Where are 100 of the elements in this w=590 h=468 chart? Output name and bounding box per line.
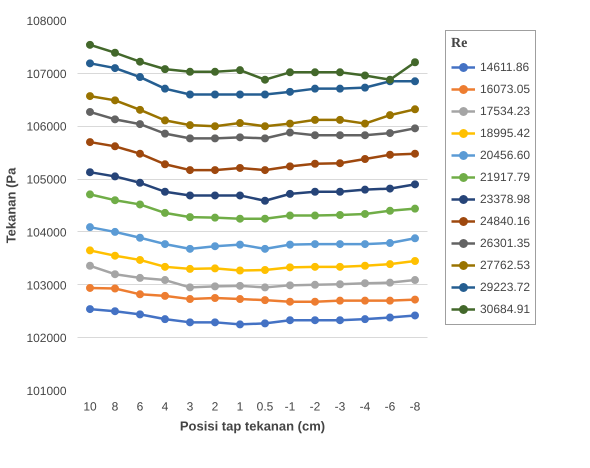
point (336, 262, 344, 271)
point (361, 315, 369, 324)
point (236, 240, 244, 249)
point (336, 131, 344, 140)
point (86, 305, 94, 314)
point (186, 295, 194, 304)
x-tick-label: 2 (212, 400, 219, 414)
point (161, 276, 169, 284)
point (311, 316, 319, 324)
point (311, 68, 319, 76)
point (386, 206, 394, 215)
legend-label: 29223.72 (480, 280, 530, 294)
point (411, 234, 419, 242)
point (86, 108, 94, 116)
point (161, 65, 169, 74)
point (361, 240, 369, 248)
point (236, 266, 244, 275)
point (86, 138, 94, 146)
point (411, 204, 419, 213)
point (161, 116, 169, 124)
point (336, 68, 344, 76)
point (211, 122, 219, 130)
point (211, 214, 219, 222)
point (236, 66, 244, 74)
point (286, 240, 294, 249)
point (186, 68, 194, 76)
point (211, 68, 219, 76)
point (361, 186, 369, 194)
point (336, 280, 344, 288)
point (186, 166, 194, 174)
point (161, 208, 169, 217)
point (236, 90, 244, 98)
point (136, 58, 144, 66)
point (261, 76, 269, 84)
point (136, 234, 144, 242)
point (311, 298, 319, 306)
point (286, 128, 294, 137)
point (211, 90, 219, 98)
point (161, 130, 169, 138)
point (411, 276, 419, 284)
point (161, 292, 169, 300)
legend-label: 30684.91 (480, 302, 530, 316)
point (111, 48, 119, 57)
point (111, 64, 119, 72)
point (136, 106, 144, 114)
point (161, 188, 169, 196)
point (336, 211, 344, 220)
point (336, 116, 344, 124)
point (336, 159, 344, 168)
point (411, 150, 419, 158)
point (261, 90, 269, 98)
point (86, 262, 94, 270)
point (261, 244, 269, 253)
point (161, 315, 169, 324)
point (261, 319, 269, 328)
x-tick-label: -1 (284, 400, 296, 414)
point (361, 131, 369, 140)
x-tick-label: 1 (236, 400, 244, 414)
point (211, 264, 219, 272)
point (336, 240, 344, 248)
point (186, 213, 194, 222)
point (86, 168, 94, 176)
point (211, 191, 219, 200)
point (186, 121, 194, 130)
point (386, 150, 394, 159)
point (411, 296, 419, 304)
point (111, 284, 119, 292)
point (286, 68, 294, 76)
point (286, 88, 294, 96)
point (136, 178, 144, 187)
point (411, 180, 419, 188)
point (186, 134, 194, 142)
point (311, 188, 319, 196)
point (236, 164, 244, 172)
point (361, 84, 369, 92)
point (361, 120, 369, 128)
point (386, 314, 394, 322)
point (211, 242, 219, 250)
legend-label: 24840.16 (480, 214, 530, 228)
point (336, 188, 344, 196)
point (261, 122, 269, 130)
y-tick-label: 107000 (26, 66, 67, 81)
point (311, 240, 319, 248)
point (161, 262, 169, 271)
point (386, 239, 394, 248)
point (186, 191, 194, 200)
point (411, 105, 419, 114)
point (236, 214, 244, 223)
y-tick-label: 101000 (26, 384, 67, 398)
point (311, 212, 319, 220)
point (111, 142, 119, 150)
point (236, 119, 244, 128)
x-tick-label: -6 (384, 400, 396, 414)
point (386, 260, 394, 268)
point (211, 294, 219, 302)
point (336, 296, 344, 305)
point (136, 256, 144, 264)
point (261, 296, 269, 304)
point (361, 154, 369, 163)
y-tick-label: 104000 (26, 225, 67, 240)
